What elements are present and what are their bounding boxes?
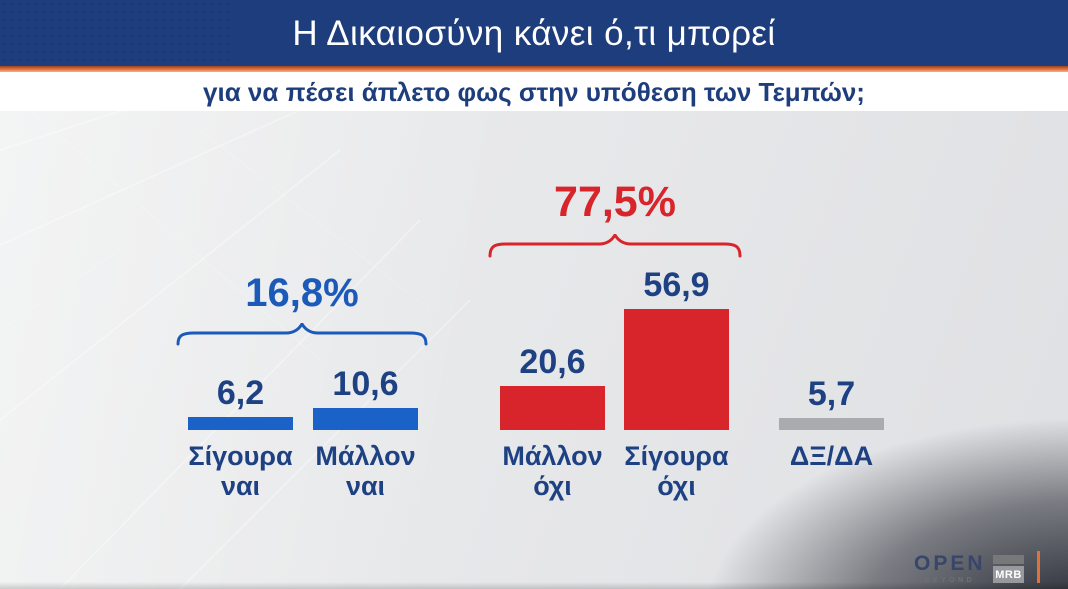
mrb-logo-bar [993, 555, 1024, 564]
bar [500, 386, 605, 430]
bar [779, 418, 884, 430]
bar-column: 10,6 [313, 110, 418, 430]
mrb-pollster-logo: MRB [993, 555, 1024, 583]
bar [188, 417, 293, 430]
bar-value-label: 5,7 [807, 375, 856, 413]
bottom-shade [0, 582, 1068, 589]
bar-category-label: Σίγουρα όχι [624, 441, 729, 502]
group-total-no: 77,5% [554, 178, 676, 226]
page-subtitle: για να πέσει άπλετο φως στην υπόθεση των… [203, 76, 865, 107]
bar [313, 408, 418, 430]
subtitle-strip: για να πέσει άπλετο φως στην υπόθεση των… [0, 72, 1068, 111]
banner-dot-pattern [0, 0, 230, 66]
group-total-yes: 16,8% [245, 271, 359, 315]
bar [624, 309, 729, 430]
bar-value-label: 56,9 [643, 266, 710, 304]
bar-value-label: 6,2 [216, 374, 265, 412]
open-logo-text: OPEN [914, 552, 986, 575]
bar-column: 56,9 [624, 110, 729, 430]
mrb-logo-text: MRB [993, 566, 1024, 583]
bar-value-label: 10,6 [332, 365, 399, 403]
open-logo-tagline: BEYOND [924, 577, 975, 584]
group-bracket-no [488, 234, 742, 258]
bar-category-label: Σίγουρα ναι [188, 441, 293, 502]
bar-column: 20,6 [500, 110, 605, 430]
orange-divider [0, 66, 1068, 72]
bar-column: 5,7 [779, 110, 884, 430]
bar-category-label: Μάλλον ναι [315, 441, 416, 502]
orange-accent-mark [1037, 551, 1040, 583]
bar-column: 6,2 [188, 110, 293, 430]
bar-value-label: 20,6 [519, 343, 586, 381]
title-banner: Η Δικαιοσύνη κάνει ό,τι μπορεί [0, 0, 1068, 66]
bar-category-label: ΔΞ/ΔΑ [789, 441, 874, 471]
open-channel-logo: OPEN BEYOND [914, 553, 986, 584]
page-title: Η Δικαιοσύνη κάνει ό,τι μπορεί [292, 13, 776, 53]
group-bracket-yes [176, 323, 428, 346]
bar-category-label: Μάλλον όχι [502, 441, 603, 502]
